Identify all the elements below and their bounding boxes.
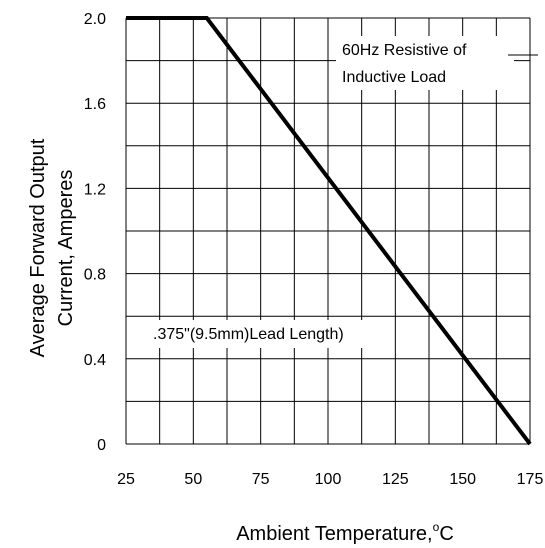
- x-axis-title-text: Ambient Temperature,: [236, 523, 432, 545]
- y-tick-label: 2.0: [84, 11, 106, 28]
- x-axis-unit: C: [439, 523, 453, 545]
- lead-length-annotation: .375"(9.5mm)Lead Length): [153, 326, 344, 343]
- load-annotation-line2: Inductive Load: [342, 69, 446, 86]
- x-axis-title: Ambient Temperature,oC: [236, 520, 454, 545]
- y-tick-label: 0.8: [84, 267, 106, 284]
- series-line: [126, 16, 532, 446]
- y-tick-label: 1.6: [84, 96, 106, 113]
- data-series: [126, 16, 532, 446]
- x-tick-labels: 25 50 75 100 125 150 175: [117, 471, 543, 488]
- x-tick-label: 150: [449, 471, 476, 488]
- y-tick-labels: 0 0.4 0.8 1.2 1.6 2.0: [84, 11, 106, 454]
- load-annotation-line1: 60Hz Resistive of: [342, 42, 467, 59]
- y-axis-title-line2: Current, Amperes: [55, 170, 77, 327]
- x-tick-label: 100: [315, 471, 342, 488]
- load-annotation-box: [336, 36, 514, 90]
- x-tick-label: 50: [184, 471, 202, 488]
- x-tick-label: 75: [252, 471, 270, 488]
- y-tick-label: 1.2: [84, 181, 106, 198]
- lead-annotation-box: [148, 320, 392, 348]
- degree-symbol: o: [433, 520, 440, 534]
- x-tick-label: 25: [117, 471, 135, 488]
- x-tick-label: 175: [517, 471, 544, 488]
- y-axis-title-line1: Average Forward Output: [27, 138, 49, 357]
- y-tick-label: 0.4: [84, 352, 106, 369]
- x-tick-label: 125: [382, 471, 409, 488]
- y-tick-label: 0: [97, 437, 106, 454]
